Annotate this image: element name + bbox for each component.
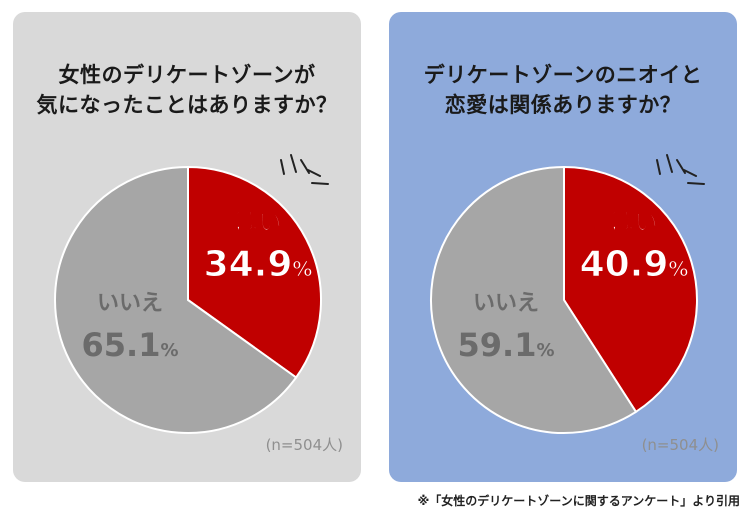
- chart-title-line-2: 恋愛は関係ありますか？: [444, 93, 682, 117]
- emphasis-mark: [290, 154, 297, 173]
- emphasis-mark: [300, 159, 310, 174]
- slice-name: はい: [610, 208, 658, 236]
- pie-slice-no: [430, 165, 638, 434]
- emphasis-mark: [311, 182, 329, 185]
- slice-value-number: 40.9: [580, 244, 669, 285]
- slice-value-unit: %: [668, 257, 688, 281]
- slice-label-no: いいえ 59.1%: [458, 291, 555, 364]
- emphasis-mark: [676, 159, 686, 174]
- emphasis-mark: [687, 182, 705, 185]
- chart-panel-1: 女性のデリケートゾーンが 気になったことはありますか？ はい 34.9% いいえ 65…: [13, 12, 361, 482]
- slice-name: いいえ: [97, 291, 163, 316]
- chart-title: 女性のデリケートゾーンが 気になったことはありますか？: [13, 60, 361, 120]
- chart-title-line-1: 女性のデリケートゾーンが: [58, 63, 316, 87]
- slice-name: いいえ: [473, 291, 539, 316]
- emphasis-mark: [280, 159, 285, 175]
- slice-value: 65.1%: [82, 326, 179, 364]
- pie-slice-yes: [187, 165, 322, 379]
- pie-chart-1: はい 34.9% いいえ 65.1%: [54, 154, 329, 434]
- pie-chart-2: はい 40.9% いいえ 59.1%: [430, 154, 705, 434]
- emphasis-marks: [656, 154, 705, 185]
- slice-value-unit: %: [292, 257, 312, 281]
- source-footnote: ※「女性のデリケートゾーンに関するアンケート」より引用: [417, 494, 740, 508]
- slice-label-yes: はい 40.9%: [579, 208, 689, 286]
- emphasis-marks: [280, 154, 329, 185]
- emphasis-mark: [666, 154, 673, 173]
- chart-title-line-1: デリケートゾーンのニオイと: [423, 63, 703, 87]
- sample-size-note: (n=504人): [641, 436, 719, 454]
- slice-value-unit: %: [536, 340, 554, 361]
- pie-slice-no: [54, 165, 298, 434]
- chart-title: デリケートゾーンのニオイと 恋愛は関係ありますか？: [389, 60, 737, 120]
- slice-value-number: 59.1: [458, 326, 537, 364]
- slice-value-number: 34.9: [204, 244, 293, 285]
- slice-value-number: 65.1: [82, 326, 161, 364]
- slice-label-no: いいえ 65.1%: [82, 291, 179, 364]
- emphasis-mark: [683, 169, 697, 177]
- slice-value: 34.9%: [204, 244, 313, 285]
- slice-value: 40.9%: [580, 244, 689, 285]
- slice-value: 59.1%: [458, 326, 555, 364]
- emphasis-mark: [307, 169, 321, 177]
- slice-label-yes: はい 34.9%: [203, 208, 313, 286]
- chart-title-line-2: 気になったことはありますか？: [36, 93, 338, 117]
- slice-value-unit: %: [160, 340, 178, 361]
- slice-name: はい: [234, 208, 282, 236]
- sample-size-note: (n=504人): [265, 436, 343, 454]
- chart-panel-2: デリケートゾーンのニオイと 恋愛は関係ありますか？ はい 40.9% いいえ 59.1…: [389, 12, 737, 482]
- emphasis-mark: [656, 159, 661, 175]
